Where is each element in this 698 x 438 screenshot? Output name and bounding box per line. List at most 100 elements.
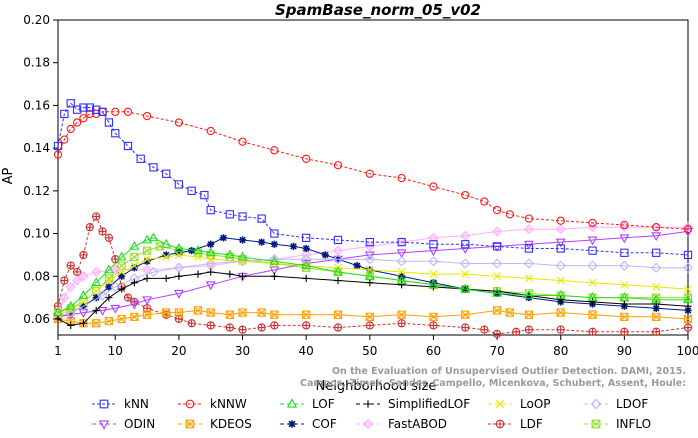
- marker-square: [149, 163, 158, 172]
- marker-square-x: [238, 308, 247, 317]
- marker-triangle-up: [53, 307, 63, 317]
- marker-circle: [620, 220, 629, 230]
- marker-plus: [105, 294, 113, 302]
- marker-triangle-down: [651, 232, 662, 242]
- marker-square-x: [142, 310, 152, 319]
- marker-plus: [54, 315, 62, 323]
- marker-hourglass: [116, 261, 127, 270]
- marker-hourglass: [154, 242, 165, 251]
- marker-triangle-up: [91, 277, 102, 287]
- marker-diamond-filled: [332, 245, 344, 256]
- x-axis-label: Neighborhood size: [316, 379, 437, 394]
- axes: 1 10 20 30 40 50 60 70 80 90 100 0.06 0.08 0.10 0.12 0.…: [23, 13, 698, 358]
- marker-circle-plus: [397, 319, 406, 328]
- marker-circle: [588, 218, 597, 228]
- marker-square-x: [92, 319, 101, 328]
- y-tick-label: 0.06: [23, 312, 50, 326]
- legend-label: FastABOD: [388, 417, 447, 431]
- marker-square-x: [505, 308, 514, 317]
- legend-label: LOF: [312, 397, 335, 411]
- series-knn: [53, 99, 693, 260]
- marker-square-x: [492, 306, 502, 315]
- marker-circle: [461, 190, 470, 200]
- marker-square-x: [333, 310, 343, 319]
- legend-label: KDEOS: [210, 417, 252, 431]
- marker-diamond-filled: [491, 226, 503, 237]
- marker-circle-plus: [461, 323, 470, 332]
- credit-line-2: Campos, Zimek, Sander, Campello, Micenko…: [300, 378, 686, 389]
- legend-label: LDOF: [616, 397, 648, 411]
- marker-circle: [365, 169, 374, 178]
- series-line: [57, 111, 689, 230]
- marker-triangle-up: [129, 240, 140, 250]
- marker-square: [123, 141, 133, 151]
- marker-triangle-up: [333, 266, 343, 276]
- marker-triangle-up: [428, 279, 439, 289]
- marker-square: [524, 244, 534, 253]
- marker-square-x: [117, 314, 126, 324]
- marker-asterisk: [188, 247, 196, 255]
- marker-circle: [492, 205, 502, 215]
- marker-triangle-up: [205, 247, 216, 257]
- legend-label: INFLO: [616, 417, 651, 431]
- legend-item-ldof: LDOF: [584, 397, 648, 411]
- marker-square: [588, 246, 597, 255]
- marker-square: [333, 235, 343, 245]
- y-tick-label: 0.14: [23, 141, 50, 155]
- marker-plus: [398, 281, 406, 289]
- marker-triangle-up: [619, 292, 630, 302]
- marker-circle-plus: [66, 261, 75, 270]
- marker-square-x: [588, 310, 597, 319]
- marker-square: [238, 212, 247, 221]
- marker-plus: [143, 274, 151, 283]
- marker-triangle-up: [364, 270, 375, 280]
- legend-item-knnw: kNNW: [178, 397, 247, 411]
- legend-item-ldf: LDF: [488, 417, 543, 431]
- marker-circle: [123, 107, 133, 116]
- marker-circle: [333, 161, 343, 170]
- legend-item-loop: LoOP: [488, 397, 551, 411]
- marker-x: [684, 285, 692, 294]
- credit: On the Evaluation of Unsupervised Outlie…: [300, 366, 686, 389]
- marker-x: [174, 250, 183, 259]
- marker-hourglass: [103, 274, 114, 283]
- marker-triangle-up: [301, 260, 312, 270]
- marker-plus: [302, 274, 310, 283]
- legend-item-cof: COF: [280, 417, 337, 431]
- marker-triangle-down: [428, 247, 439, 257]
- y-tick-label: 0.18: [23, 56, 50, 70]
- marker-square-x: [130, 312, 139, 321]
- chart-title: SpamBase_norm_05_v02: [275, 1, 481, 19]
- legend-label: kNN: [124, 397, 149, 411]
- marker-square-x: [257, 308, 266, 317]
- marker-diamond-filled: [619, 222, 630, 233]
- series-line: [57, 271, 689, 326]
- marker-triangle-up: [683, 294, 693, 304]
- series-odin: [53, 227, 693, 323]
- y-tick-label: 0.12: [23, 184, 50, 198]
- marker-square-x: [365, 312, 374, 321]
- legend-label: kNNW: [210, 397, 247, 411]
- marker-asterisk: [118, 272, 126, 280]
- marker-circle-plus: [495, 419, 505, 429]
- marker-circle: [85, 109, 94, 119]
- series-knnw: [53, 107, 693, 234]
- marker-square-x: [429, 312, 438, 321]
- x-tick-label: 40: [299, 344, 314, 358]
- marker-circle: [72, 118, 82, 127]
- marker-circle-plus: [556, 325, 565, 334]
- marker-triangle-down: [460, 245, 471, 254]
- marker-diamond: [301, 254, 312, 265]
- marker-plus: [130, 279, 138, 287]
- marker-triangle-up: [78, 290, 89, 299]
- marker-x: [194, 253, 202, 262]
- series-simplifiedlof: [54, 268, 692, 329]
- marker-asterisk: [288, 420, 296, 428]
- marker-circle-plus: [512, 327, 521, 336]
- marker-asterisk: [289, 242, 298, 250]
- marker-triangle-up: [161, 238, 172, 248]
- marker-x: [206, 255, 215, 264]
- y-tick-label: 0.16: [23, 98, 50, 112]
- marker-asterisk: [238, 236, 247, 244]
- marker-square-x: [524, 310, 534, 319]
